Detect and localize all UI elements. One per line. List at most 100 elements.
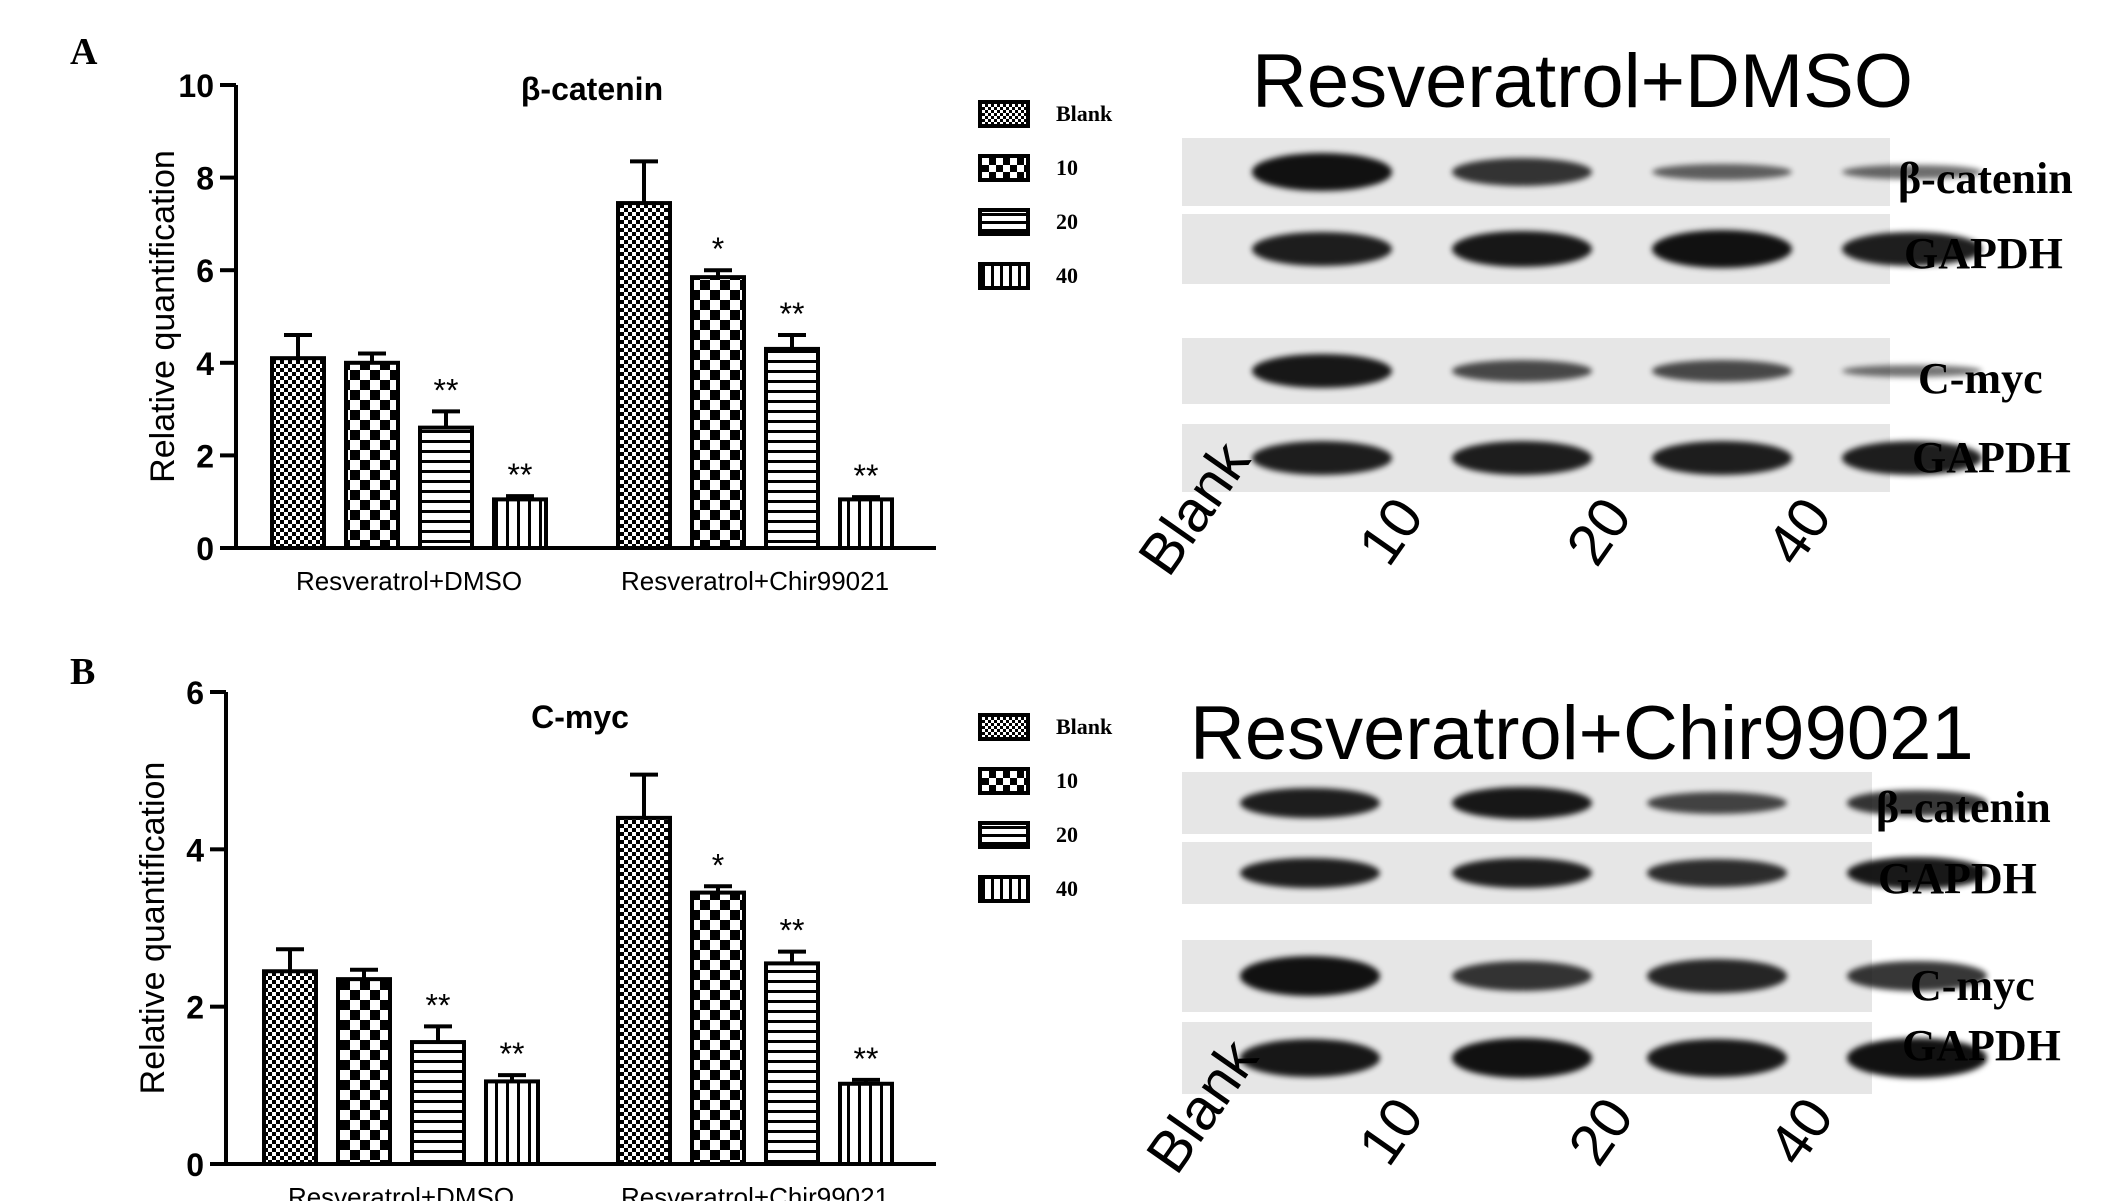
blot-band (1847, 856, 1987, 890)
band-label-c-myc: C-myc (1918, 354, 2043, 403)
band-label-gapdh: GAPDH (1902, 1021, 2061, 1070)
blot-band (1647, 859, 1787, 887)
legend-label: 10 (1056, 768, 1078, 793)
bar (690, 275, 746, 550)
bar-group: ** (838, 1041, 894, 1167)
significance-label: ** (854, 1041, 879, 1077)
bar (838, 1081, 894, 1167)
bar-chart-c-myc: 0 2 4 6 Relative quantification C-myc ** ** Resv… (134, 675, 936, 1201)
y-axis-label: Relative quantification (134, 762, 172, 1095)
blot-band (1452, 230, 1592, 268)
legend-item-blank: Blank (978, 87, 1112, 141)
bar-group: ** (492, 457, 548, 551)
blot-band (1652, 360, 1792, 382)
significance-label: ** (500, 1036, 525, 1072)
blot-band (1842, 231, 1982, 267)
bar-group: ** (418, 372, 474, 550)
legend-a: Blank 10 20 40 (978, 87, 1112, 303)
legend-label: 40 (1056, 876, 1078, 901)
legend-item-20: 20 (978, 195, 1112, 249)
blot-band (1652, 441, 1792, 475)
band-label-gapdh: GAPDH (1878, 854, 2037, 903)
blot-band (1240, 956, 1380, 996)
band-label-beta-catenin: β-catenin (1876, 783, 2051, 832)
blot-band (1842, 364, 1982, 378)
lane-label-20: 20 (1555, 1086, 1647, 1177)
bar-group: ** (484, 1036, 540, 1166)
blot-title-b: Resveratrol+Chir99021 (1190, 691, 1974, 776)
blot-band (1452, 441, 1592, 475)
y-tick-label: 0 (186, 1147, 204, 1183)
significance-label: * (712, 847, 724, 883)
blot-band (1842, 164, 1982, 180)
band-label-c-myc: C-myc (1910, 961, 2035, 1010)
y-tick-label: 4 (196, 346, 214, 382)
bar-group: ** (764, 913, 820, 1166)
legend-label: 10 (1056, 155, 1078, 180)
lane-label-40: 40 (1755, 1086, 1847, 1177)
bar (418, 425, 474, 550)
y-axis-label: Relative quantification (144, 150, 182, 483)
legend-swatch-40 (978, 875, 1030, 903)
y-tick-label: 2 (196, 438, 214, 474)
lane-label-20: 20 (1553, 486, 1645, 577)
blot-band (1252, 153, 1392, 191)
chart-title: C-myc (531, 699, 629, 735)
chart-title: β-catenin (521, 71, 663, 107)
blot-band (1452, 961, 1592, 991)
y-tick-label: 6 (186, 675, 204, 711)
bar-group: * (690, 847, 746, 1166)
lane-label-10: 10 (1345, 1086, 1437, 1177)
legend-item-40: 40 (978, 862, 1112, 916)
category-label: Resveratrol+DMSO (296, 566, 522, 596)
band-label-beta-catenin: β-catenin (1898, 154, 2073, 203)
blot-band (1252, 441, 1392, 475)
y-tick-label: 8 (196, 161, 214, 197)
significance-label: ** (854, 458, 879, 494)
legend-swatch-20 (978, 208, 1030, 236)
category-label: Resveratrol+Chir99021 (621, 1182, 889, 1201)
legend-item-10: 10 (978, 754, 1112, 808)
bar-group (616, 772, 672, 1166)
legend-item-blank: Blank (978, 700, 1112, 754)
blot-band (1452, 857, 1592, 889)
bar (616, 815, 672, 1166)
blot-band (1842, 441, 1982, 475)
significance-label: * (712, 231, 724, 267)
y-tick-label: 10 (178, 68, 214, 104)
significance-label: ** (434, 372, 459, 408)
y-tick-label: 0 (196, 531, 214, 567)
blot-title-a: Resveratrol+DMSO (1252, 39, 1913, 124)
bar (616, 201, 672, 550)
blot-band (1452, 1038, 1592, 1078)
lane-label-40: 40 (1753, 486, 1845, 577)
band-label-gapdh: GAPDH (1904, 229, 2063, 278)
lane-label-blank: Blank (1133, 1028, 1271, 1185)
legend-swatch-10 (978, 154, 1030, 182)
category-label: Resveratrol+Chir99021 (621, 566, 889, 596)
legend-swatch-10 (978, 767, 1030, 795)
bar (764, 961, 820, 1166)
y-tick-label: 6 (196, 253, 214, 289)
blot-band (1452, 360, 1592, 382)
blot-band (1847, 790, 1987, 816)
legend-item-20: 20 (978, 808, 1112, 862)
bar-group (270, 333, 326, 551)
blot-band (1240, 857, 1380, 889)
bar (270, 356, 326, 551)
blot-band (1647, 791, 1787, 815)
significance-label: ** (426, 987, 451, 1023)
blot-band (1252, 231, 1392, 267)
legend-label: Blank (1056, 101, 1113, 126)
bar-group (262, 947, 318, 1166)
significance-label: ** (508, 457, 533, 493)
blot-band (1647, 1039, 1787, 1077)
significance-label: ** (780, 913, 805, 949)
bar (492, 497, 548, 551)
legend-swatch-blank (978, 713, 1030, 741)
blot-band (1847, 961, 1987, 991)
panel-letter-b: B (70, 651, 96, 693)
category-label: Resveratrol+DMSO (288, 1182, 514, 1201)
legend-swatch-20 (978, 821, 1030, 849)
